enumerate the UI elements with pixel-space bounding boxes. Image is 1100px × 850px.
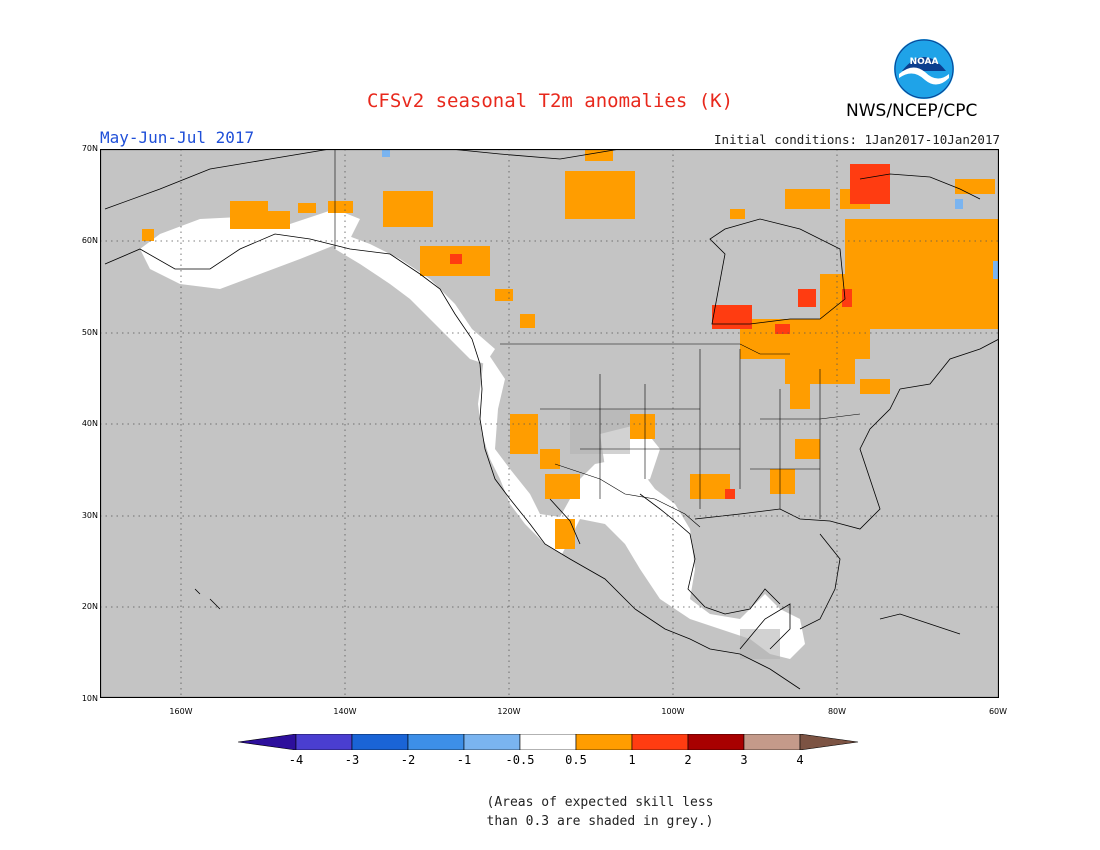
colorbar-cell	[743, 734, 801, 750]
colorbar	[238, 734, 859, 750]
colorbar-cell	[687, 734, 745, 750]
graticule	[100, 149, 999, 698]
colorbar-label: 4	[796, 753, 804, 767]
colorbar-cell	[407, 734, 465, 750]
lon-label: 60W	[988, 707, 1008, 716]
colorbar-label: 2	[684, 753, 692, 767]
lat-label: 50N	[81, 328, 98, 337]
lat-label: 10N	[81, 694, 98, 703]
colorbar-cell	[519, 734, 577, 750]
colorbar-cell	[631, 734, 689, 750]
lat-label: 70N	[81, 144, 98, 153]
noaa-logo-icon: NOAA	[893, 38, 955, 100]
lat-label: 30N	[81, 511, 98, 520]
lat-label: 40N	[81, 419, 98, 428]
colorbar-arrow-right	[799, 734, 859, 750]
borders	[334, 149, 861, 528]
cool-anomaly-areas	[382, 149, 999, 279]
colorbar-cell	[575, 734, 633, 750]
forecast-period: May-Jun-Jul 2017	[100, 128, 255, 147]
colorbar-label: -4	[288, 753, 304, 767]
lon-label: 80W	[827, 707, 847, 716]
colorbar-arrow-left	[238, 734, 297, 750]
warm-anomaly-areas	[142, 149, 999, 549]
lon-label: 100W	[661, 707, 685, 716]
agency-label: NWS/NCEP/CPC	[846, 101, 978, 121]
lat-label: 20N	[81, 602, 98, 611]
lat-label: 60N	[81, 236, 98, 245]
coastlines	[104, 149, 999, 690]
colorbar-label: 1	[628, 753, 636, 767]
colorbar-label: -3	[344, 753, 360, 767]
lon-label: 160W	[169, 707, 193, 716]
skill-note: (Areas of expected skill less than 0.3 a…	[0, 793, 1100, 831]
colorbar-label: 0.5	[565, 753, 587, 767]
lon-label: 140W	[333, 707, 357, 716]
colorbar-label: -1	[456, 753, 472, 767]
anomaly-map	[100, 149, 999, 698]
colorbar-cell	[463, 734, 521, 750]
map-frame	[100, 149, 999, 698]
colorbar-cell	[351, 734, 409, 750]
logo-text: NOAA	[910, 57, 939, 67]
skill-note-line2: than 0.3 are shaded in grey.)	[486, 814, 714, 829]
colorbar-label: 3	[740, 753, 748, 767]
lon-label: 120W	[497, 707, 521, 716]
initial-conditions: Initial conditions: 1Jan2017-10Jan2017	[714, 132, 1000, 147]
colorbar-label: -0.5	[505, 753, 535, 767]
skill-note-line1: (Areas of expected skill less	[486, 795, 714, 810]
strong-warm-anomaly-areas	[450, 164, 890, 499]
colorbar-cell	[295, 734, 353, 750]
chart-title: CFSv2 seasonal T2m anomalies (K)	[366, 90, 734, 112]
colorbar-label: -2	[400, 753, 416, 767]
